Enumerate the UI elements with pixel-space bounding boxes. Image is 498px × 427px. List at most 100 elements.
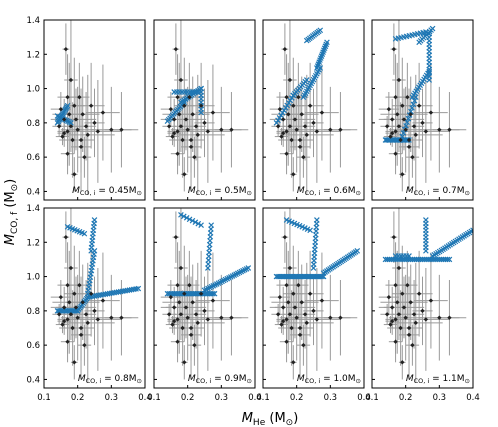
observed-point [83,124,89,129]
observed-point [286,112,291,117]
panel-label: MCO, i = 1.1M⊙ [406,374,470,385]
observed-point [72,103,77,108]
y-axis-title-sun: ⊙ [10,184,20,192]
observed-point [292,117,298,122]
panel-plot-area [378,208,473,383]
observed-point [185,127,190,132]
model-point-stroke [64,102,71,109]
model-point-stroke [205,265,211,271]
x-axis-title-sub: He [253,418,266,427]
observed-point [170,134,175,139]
model-point-stroke [444,256,451,263]
observed-point [307,291,313,296]
observed-point [393,317,398,322]
panel-label-value: = 1.1M [429,374,464,384]
observed-point [178,265,184,271]
x-axis-title-main: M [242,411,253,426]
observed-point [291,360,296,365]
observed-point [78,144,84,150]
observed-point [95,317,101,322]
observed-point [406,332,412,338]
panel-label-sun: ⊙ [465,189,470,197]
observed-point [72,360,77,365]
x-tick-label: 0.4 [357,393,371,403]
observed-point [386,106,392,112]
observed-point [411,124,417,129]
model-point [411,97,418,104]
panel-frame [262,207,365,389]
model-point-stroke [470,227,473,232]
model-point-stroke [319,273,325,280]
y-tick-label: 1.4 [26,16,40,26]
y-tick-label: 1.4 [26,204,40,214]
observed-point [205,317,211,322]
observed-point [60,322,65,327]
x-tick-label: 0.2 [399,393,413,403]
observed-point [182,103,187,108]
panel-1: MCO, i = 0.5M⊙ [153,19,256,201]
panel-plot-area [378,20,467,195]
observed-point [287,265,293,271]
observed-point [177,112,182,117]
model-point-stroke [208,222,215,228]
observed-point [178,124,184,129]
model-point-stroke [64,224,71,230]
panel-label-sub: CO, i [86,377,102,385]
observed-point [180,325,185,331]
model-point [405,115,412,122]
observed-point [183,117,189,122]
panel-7: 0.1 0.2 0.3 0.4 MCO, i = 1.1M⊙ [365,207,480,403]
observed-point [205,129,211,134]
observed-point [119,315,124,320]
panel-label: MCO, i = 0.9M⊙ [188,374,252,385]
model-point-stroke [286,218,293,224]
x-tick-label: 0.3 [105,393,119,403]
observed-point [92,308,97,314]
observed-point [219,127,224,132]
observed-point [319,110,325,115]
observed-point [388,134,393,139]
model-point [91,217,98,223]
observed-point [275,124,281,129]
observed-point [78,137,84,143]
model-point-stroke [291,220,298,227]
observed-point [405,94,410,100]
x-tick-label: 0.4 [138,393,152,403]
observed-point [195,132,200,138]
observed-point [279,322,284,327]
y-axis-title-sub: CO, f [10,211,20,234]
observed-point [393,129,398,134]
x-tick-label: 0.2 [71,393,85,403]
observed-point [168,294,174,300]
model-point-stroke [186,216,193,223]
observed-point [275,312,281,317]
model-point-stroke [69,225,76,232]
x-axis-title-unit: (M [269,411,285,426]
observed-point [307,103,313,108]
observed-point [73,117,79,122]
model-point-stroke [317,27,324,34]
observed-point [287,77,293,83]
observed-point [393,94,398,100]
observed-point [403,315,408,320]
model-point [208,222,215,228]
observed-point [183,305,189,310]
panel-label-sun: ⊙ [356,377,361,385]
observed-point [304,132,309,138]
model-point [446,256,453,263]
model-point-stroke [423,217,429,223]
observed-point [390,117,395,122]
observed-point [297,144,303,150]
observed-point [277,106,283,112]
panel-label-main: M [188,374,196,384]
y-axis-title-close: ) [3,179,18,184]
observed-point [170,322,175,327]
observed-point [175,129,180,134]
model-point-stroke [205,257,212,264]
observed-point [62,130,67,136]
panel-6: 0.1 0.2 0.3 0.4 MCO, i = 1.0M⊙ [256,207,371,403]
model-point-stroke [446,256,453,263]
y-tick-label: 0.6 [26,153,40,163]
observed-point [302,124,308,129]
observed-point [292,305,298,310]
